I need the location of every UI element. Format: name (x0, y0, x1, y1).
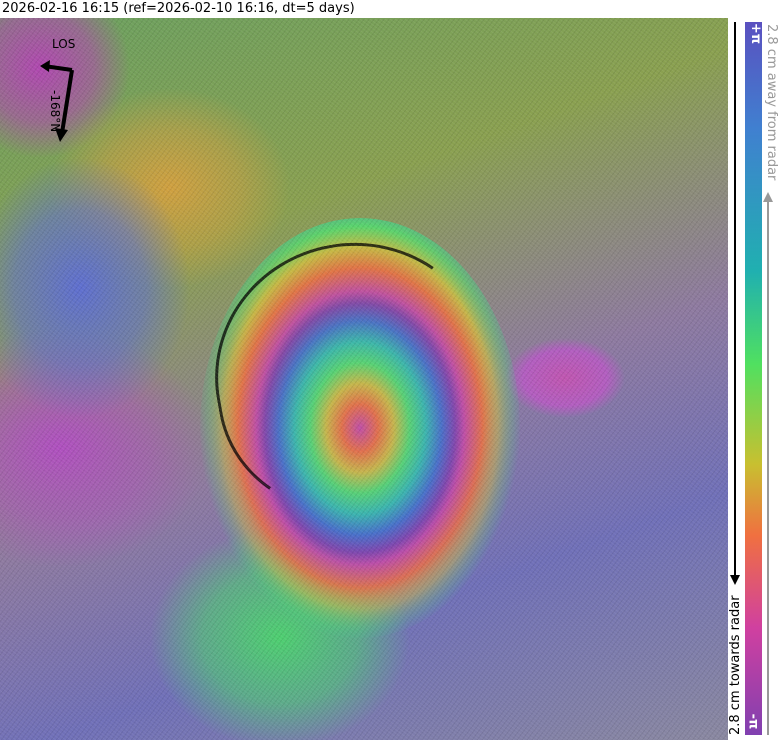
colorbar-bottom-label: -π (745, 713, 761, 730)
phase-colorbar: +π -π (745, 22, 764, 735)
decorrelation-noise (0, 18, 728, 740)
towards-arrow-head-icon (730, 575, 740, 585)
heading-label: -168°N (48, 90, 62, 133)
colorbar-top-label: +π (748, 22, 764, 45)
image-title: 2026-02-16 16:15 (ref=2026-02-10 16:16, … (2, 1, 355, 16)
away-arrow (767, 200, 769, 735)
towards-arrow (734, 22, 736, 582)
interferogram-map (0, 18, 728, 740)
towards-radar-label: 2.8 cm towards radar (728, 595, 743, 735)
deformation-fringes (200, 218, 520, 638)
los-arrow-icon (40, 60, 74, 142)
los-label: LOS (52, 37, 76, 51)
away-arrow-head-icon (763, 192, 773, 202)
away-radar-label: 2.8 cm away from radar (764, 24, 779, 181)
